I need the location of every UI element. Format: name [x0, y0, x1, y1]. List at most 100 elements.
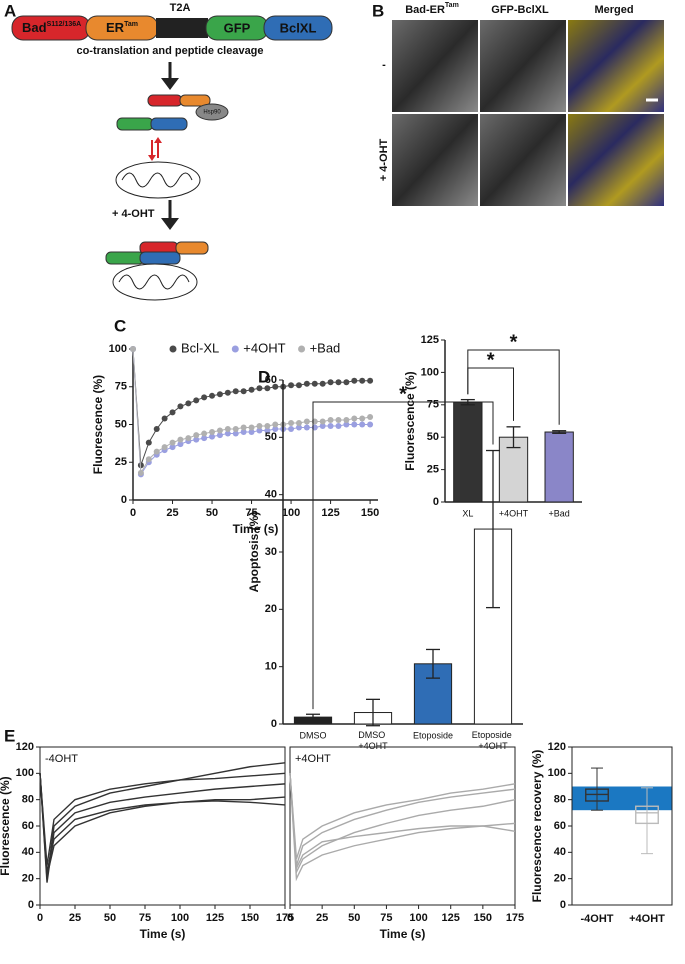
label-line: DMSO — [358, 730, 388, 740]
point — [351, 377, 358, 384]
x-tick-label: DMSO — [300, 730, 327, 740]
series-line — [289, 773, 516, 860]
point — [248, 429, 255, 436]
x-tick-label: Etoposide +4OHT — [472, 730, 515, 751]
y-tick-label: 20 — [265, 603, 277, 615]
point — [145, 439, 152, 446]
label-line: +4OHT — [478, 741, 508, 751]
x-tick-label: 100 — [409, 912, 427, 924]
y-axis-label: Fluorescence (%) — [91, 375, 105, 474]
box — [635, 805, 659, 825]
x-tick-label: 75 — [245, 507, 257, 519]
series-line — [289, 773, 516, 882]
point — [185, 435, 192, 442]
y-tick-label: 0 — [121, 494, 127, 506]
point — [359, 415, 366, 422]
point — [153, 426, 160, 433]
y-tick-label: 0 — [560, 899, 566, 911]
series-line — [39, 773, 286, 877]
x-tick-label: +4OHT — [499, 508, 529, 518]
arrow-head — [161, 78, 179, 90]
point — [216, 391, 223, 398]
series-line — [132, 348, 371, 476]
point — [161, 415, 168, 422]
y-tick-label: 125 — [421, 334, 439, 346]
x-axis-label: Time (s) — [380, 927, 426, 941]
x-tick-label: 0 — [130, 507, 136, 519]
y-tick-label: 60 — [265, 374, 277, 386]
y-tick-label: 100 — [16, 767, 34, 779]
point — [351, 421, 358, 428]
y-tick-label: 40 — [265, 489, 277, 501]
panel-label: A — [4, 1, 16, 20]
point — [319, 423, 326, 430]
segment-label: BclXL — [280, 20, 317, 35]
point — [209, 392, 216, 399]
row-label: - — [382, 59, 386, 71]
bad-fragment — [147, 94, 183, 107]
bar — [544, 431, 574, 503]
series-line — [289, 773, 516, 875]
point — [303, 380, 310, 387]
panel-label: B — [372, 1, 384, 20]
mitochondrion — [115, 161, 201, 199]
series-line — [39, 773, 286, 883]
legend-label: +Bad — [310, 340, 341, 355]
y-axis-label: Fluorescence (%) — [403, 371, 417, 470]
y-tick-label: 10 — [265, 661, 277, 673]
er-fragment — [179, 94, 211, 107]
label-line: +4OHT — [358, 741, 388, 751]
x-tick-label: 0 — [287, 912, 293, 924]
point — [359, 377, 366, 384]
x-tick-label: DMSO +4OHT — [358, 730, 388, 751]
arrow-head — [161, 218, 179, 230]
x-tick-label: 125 — [206, 912, 224, 924]
point — [272, 383, 279, 390]
point — [303, 418, 310, 425]
x-tick-label: 50 — [348, 912, 360, 924]
column-header: Merged — [594, 4, 633, 16]
x-tick-label: 150 — [474, 912, 492, 924]
point — [288, 382, 295, 389]
x-tick-label: -4OHT — [581, 913, 614, 925]
x-tick-label: 125 — [321, 507, 339, 519]
x-tick-label: 25 — [166, 507, 178, 519]
point — [240, 424, 247, 431]
point — [185, 400, 192, 407]
point — [295, 424, 302, 431]
y-tick-label: 75 — [427, 399, 439, 411]
x-tick-label: 0 — [37, 912, 43, 924]
y-tick-label: 60 — [22, 820, 34, 832]
y-tick-label: 20 — [554, 873, 566, 885]
point — [256, 423, 263, 430]
plot-frame — [289, 746, 516, 906]
point — [224, 389, 231, 396]
y-tick-label: 40 — [22, 846, 34, 858]
point — [264, 427, 271, 434]
y-tick-label: 100 — [109, 343, 127, 355]
annotation: -4OHT — [45, 753, 78, 765]
hsp90-label: Hsp90 — [203, 110, 221, 116]
point — [161, 444, 168, 451]
point — [145, 456, 152, 463]
segment-label: ERTam — [106, 20, 138, 35]
arrow-head — [148, 155, 156, 161]
bar — [453, 401, 483, 503]
column-header: Bad-ERTam — [405, 2, 459, 16]
x-tick-label: 150 — [241, 912, 259, 924]
y-tick-label: 0 — [433, 496, 439, 508]
step-label: co-translation and peptide cleavage — [76, 45, 263, 57]
legend-label: +4OHT — [243, 340, 285, 355]
x-tick-label: 100 — [171, 912, 189, 924]
point — [272, 426, 279, 433]
x-tick-label: 75 — [380, 912, 392, 924]
treatment-label: + 4-OHT — [112, 208, 155, 220]
series-line — [132, 348, 371, 475]
point — [264, 423, 271, 430]
x-tick-label: 175 — [276, 912, 294, 924]
mitochondrion — [112, 263, 198, 301]
point — [216, 432, 223, 439]
point — [201, 435, 208, 442]
construct-diagram: T2A BadS112/136A ERTam GFP BclXL co-tran… — [11, 2, 333, 301]
